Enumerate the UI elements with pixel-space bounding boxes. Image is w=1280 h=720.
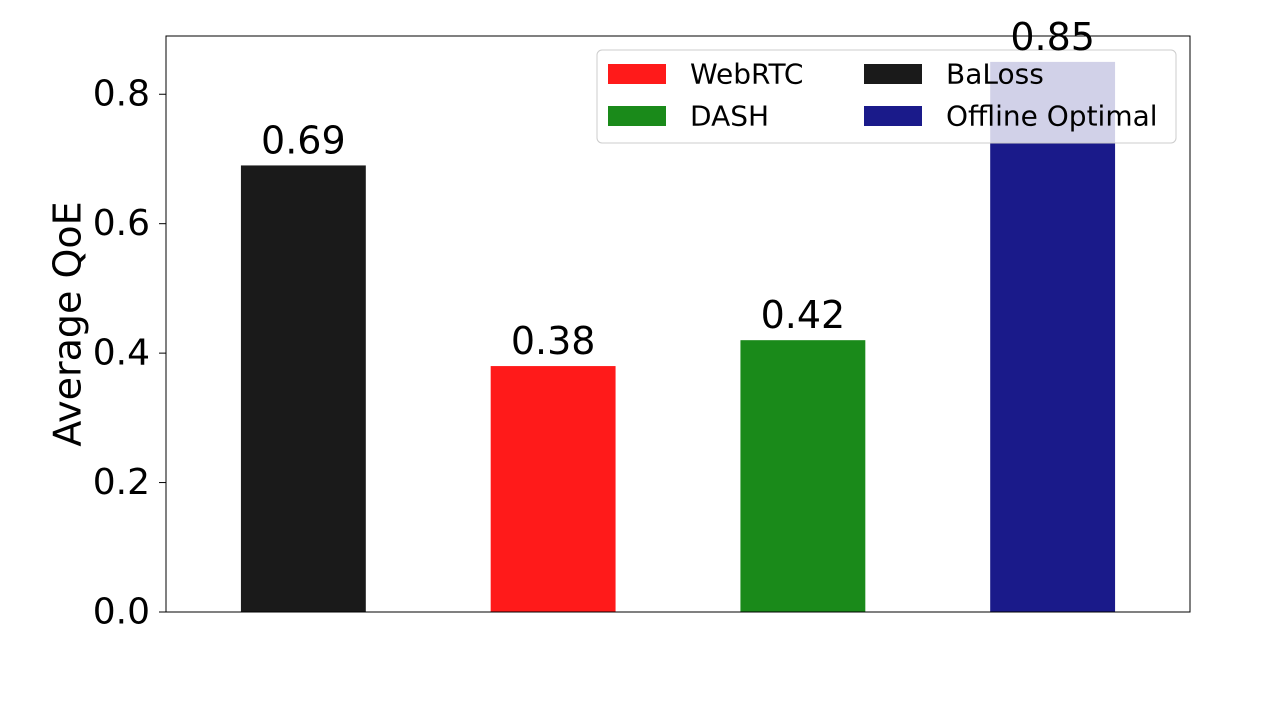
y-tick-label: 0.6: [93, 203, 150, 244]
data-label-webrtc: 0.38: [511, 319, 596, 363]
legend: WebRTC DASH BaLoss Offline Optimal: [596, 49, 1177, 144]
y-axis: 0.0 0.2 0.4 0.6 0.8: [93, 74, 166, 633]
y-tick-label: 0.8: [93, 74, 150, 115]
y-tick-label: 0.0: [93, 592, 150, 633]
plot-area-frame: [165, 35, 1191, 613]
legend-label-offline-optimal: Offline Optimal: [946, 100, 1158, 133]
y-tick-label: 0.2: [93, 462, 150, 503]
bar-offline-optimal: [990, 61, 1116, 613]
y-tick-label: 0.4: [93, 333, 150, 374]
y-axis-title: Average QoE: [46, 201, 90, 446]
legend-label-webrtc: WebRTC: [690, 58, 803, 91]
data-label-dash: 0.42: [761, 293, 846, 337]
bar-group: [240, 61, 1116, 613]
legend-swatch-webrtc: [608, 64, 666, 84]
legend-box: [596, 49, 1177, 144]
data-label-baloss: 0.69: [261, 118, 346, 162]
bar-baloss: [240, 165, 366, 612]
legend-swatch-dash: [608, 106, 666, 126]
bar-dash: [740, 340, 866, 612]
legend-swatch-offline-optimal: [864, 106, 922, 126]
legend-label-baloss: BaLoss: [946, 58, 1044, 91]
legend-label-dash: DASH: [690, 100, 769, 133]
data-label-offline-optimal: 0.85: [1010, 15, 1095, 59]
legend-swatch-baloss: [864, 64, 922, 84]
data-label-group: 0.69 0.38 0.42 0.85: [261, 15, 1095, 363]
bar-webrtc: [490, 366, 616, 612]
